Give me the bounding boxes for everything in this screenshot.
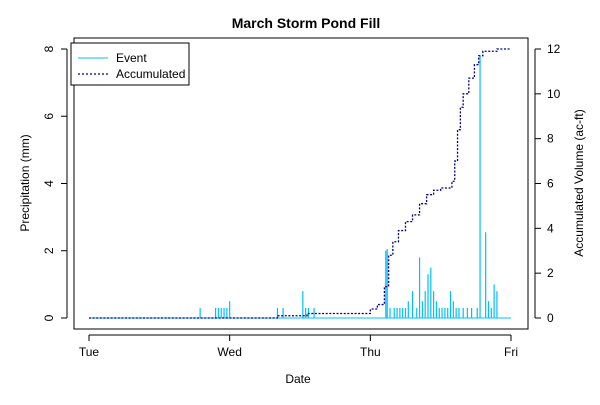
y-left-tick-label: 0 (42, 314, 56, 321)
plot-frame (73, 37, 529, 330)
axes: Tue Wed Thu Fri 0 2 4 6 8 0 2 4 6 8 10 12 (42, 37, 561, 359)
chart-title: March Storm Pond Fill (232, 15, 381, 31)
y-left-tick-label: 4 (42, 180, 56, 187)
y-right-tick-label: 12 (547, 42, 561, 56)
y-right-tick-label: 4 (547, 221, 554, 235)
y-axis-label-left: Precipitation (mm) (18, 134, 32, 231)
y-right-tick-label: 6 (547, 177, 554, 191)
x-tick-label: Fri (504, 345, 518, 359)
y-left-tick-label: 6 (42, 113, 56, 120)
y-right-tick-label: 0 (547, 311, 554, 325)
event-series (89, 55, 511, 319)
legend-event-label: Event (116, 51, 147, 65)
legend-accumulated-label: Accumulated (116, 67, 185, 81)
accumulated-line (89, 48, 511, 319)
x-tick-label: Tue (79, 345, 100, 359)
y-left-tick-label: 2 (42, 247, 56, 254)
legend: Event Accumulated (70, 42, 190, 86)
y-right-tick-label: 10 (547, 87, 561, 101)
x-tick-label: Thu (360, 345, 381, 359)
y-right-tick-label: 8 (547, 132, 554, 146)
y-right-tick-label: 2 (547, 266, 554, 280)
x-tick-label: Wed (217, 345, 241, 359)
accumulated-series (89, 48, 511, 319)
legend-box (70, 42, 190, 86)
x-axis-label: Date (285, 372, 311, 386)
y-axis-label-right: Accumulated Volume (ac-ft) (572, 109, 586, 256)
y-left-tick-label: 8 (42, 45, 56, 52)
